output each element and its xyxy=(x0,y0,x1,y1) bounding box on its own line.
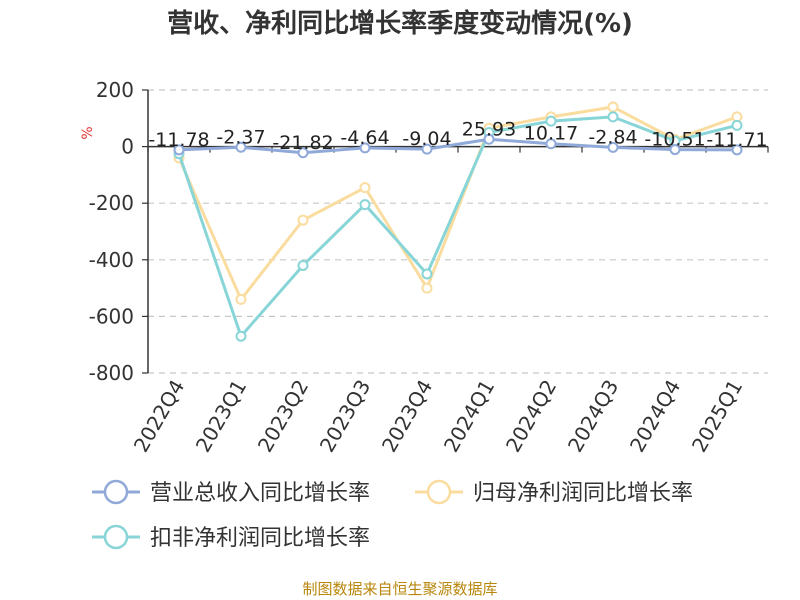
data-point[interactable] xyxy=(235,293,247,305)
data-label: -2.37 xyxy=(216,126,265,148)
legend-label: 营业总收入同比增长率 xyxy=(150,481,370,506)
data-label: -21.82 xyxy=(272,132,333,154)
y-tick-label: -400 xyxy=(89,248,134,272)
data-label: -2.84 xyxy=(588,126,637,148)
x-axis: 2022Q4 2023Q1 2023Q2 2023Q3 2023Q4 2024Q1 2024… xyxy=(129,145,769,457)
data-point[interactable] xyxy=(297,147,309,159)
data-point[interactable] xyxy=(545,138,557,150)
x-tick-label: 2023Q2 xyxy=(253,376,313,457)
x-tick-label: 2025Q1 xyxy=(687,376,747,457)
data-point[interactable] xyxy=(421,268,433,280)
series-line xyxy=(177,105,738,301)
data-point[interactable] xyxy=(731,144,743,156)
source-note: 制图数据来自恒生聚源数据库 xyxy=(302,580,497,598)
data-label: -10.51 xyxy=(644,129,705,151)
data-label: -11.71 xyxy=(706,129,767,151)
legend-label: 归母净利润同比增长率 xyxy=(473,481,693,506)
data-point[interactable] xyxy=(359,142,371,154)
legend-marker-icon xyxy=(426,479,452,505)
data-point[interactable] xyxy=(607,101,619,113)
y-tick-label: 200 xyxy=(96,78,134,102)
data-point[interactable] xyxy=(545,115,557,127)
legend-item[interactable]: 归母净利润同比增长率 xyxy=(415,479,693,506)
data-point[interactable] xyxy=(297,259,309,271)
y-tick-label: 0 xyxy=(121,135,134,159)
data-label: 10.17 xyxy=(524,123,578,145)
data-label: -11.78 xyxy=(148,129,209,151)
data-point[interactable] xyxy=(173,144,185,156)
data-point[interactable] xyxy=(359,199,371,211)
data-point[interactable] xyxy=(483,133,495,145)
chart-title: 营收、净利同比增长率季度变动情况(%) xyxy=(167,8,633,39)
data-label: -9.04 xyxy=(402,128,451,150)
x-tick-label: 2024Q2 xyxy=(501,376,561,457)
series-line xyxy=(178,137,738,155)
x-tick-label: 2023Q1 xyxy=(191,376,251,457)
x-tick-label: 2024Q1 xyxy=(439,376,499,457)
y-tick-label: -600 xyxy=(89,304,134,328)
y-tick-label: -800 xyxy=(89,361,134,385)
legend-item[interactable]: 营业总收入同比增长率 xyxy=(92,479,370,506)
x-tick-label: 2022Q4 xyxy=(129,376,189,457)
data-point[interactable] xyxy=(607,141,619,153)
y-axis-label: % xyxy=(80,126,96,139)
legend-marker-icon xyxy=(103,524,129,550)
data-point[interactable] xyxy=(421,143,433,155)
data-point[interactable] xyxy=(235,330,247,342)
x-tick-label: 2024Q3 xyxy=(563,376,623,457)
data-label: 25.93 xyxy=(462,118,516,140)
data-labels: -11.78 -2.37 -21.82 -4.64 -9.04 25.93 10.17 -2.… xyxy=(148,118,767,154)
legend-marker-icon xyxy=(103,479,129,505)
legend-item[interactable]: 扣非净利润同比增长率 xyxy=(92,524,370,551)
data-point[interactable] xyxy=(297,214,309,226)
x-tick-label: 2024Q4 xyxy=(625,376,685,457)
series xyxy=(173,101,743,342)
data-label: -4.64 xyxy=(340,127,389,149)
data-point[interactable] xyxy=(235,141,247,153)
data-point[interactable] xyxy=(359,182,371,194)
data-point[interactable] xyxy=(421,282,433,294)
data-point[interactable] xyxy=(607,111,619,123)
data-point[interactable] xyxy=(669,144,681,156)
data-point[interactable] xyxy=(731,119,743,131)
x-tick-label: 2023Q3 xyxy=(315,376,375,457)
y-axis: 200 0 -200 -400 -600 -800 xyxy=(89,78,149,385)
legend-label: 扣非净利润同比增长率 xyxy=(150,526,370,551)
y-tick-label: -200 xyxy=(89,191,134,215)
x-tick-label: 2023Q4 xyxy=(377,376,437,457)
series-line xyxy=(177,115,738,338)
